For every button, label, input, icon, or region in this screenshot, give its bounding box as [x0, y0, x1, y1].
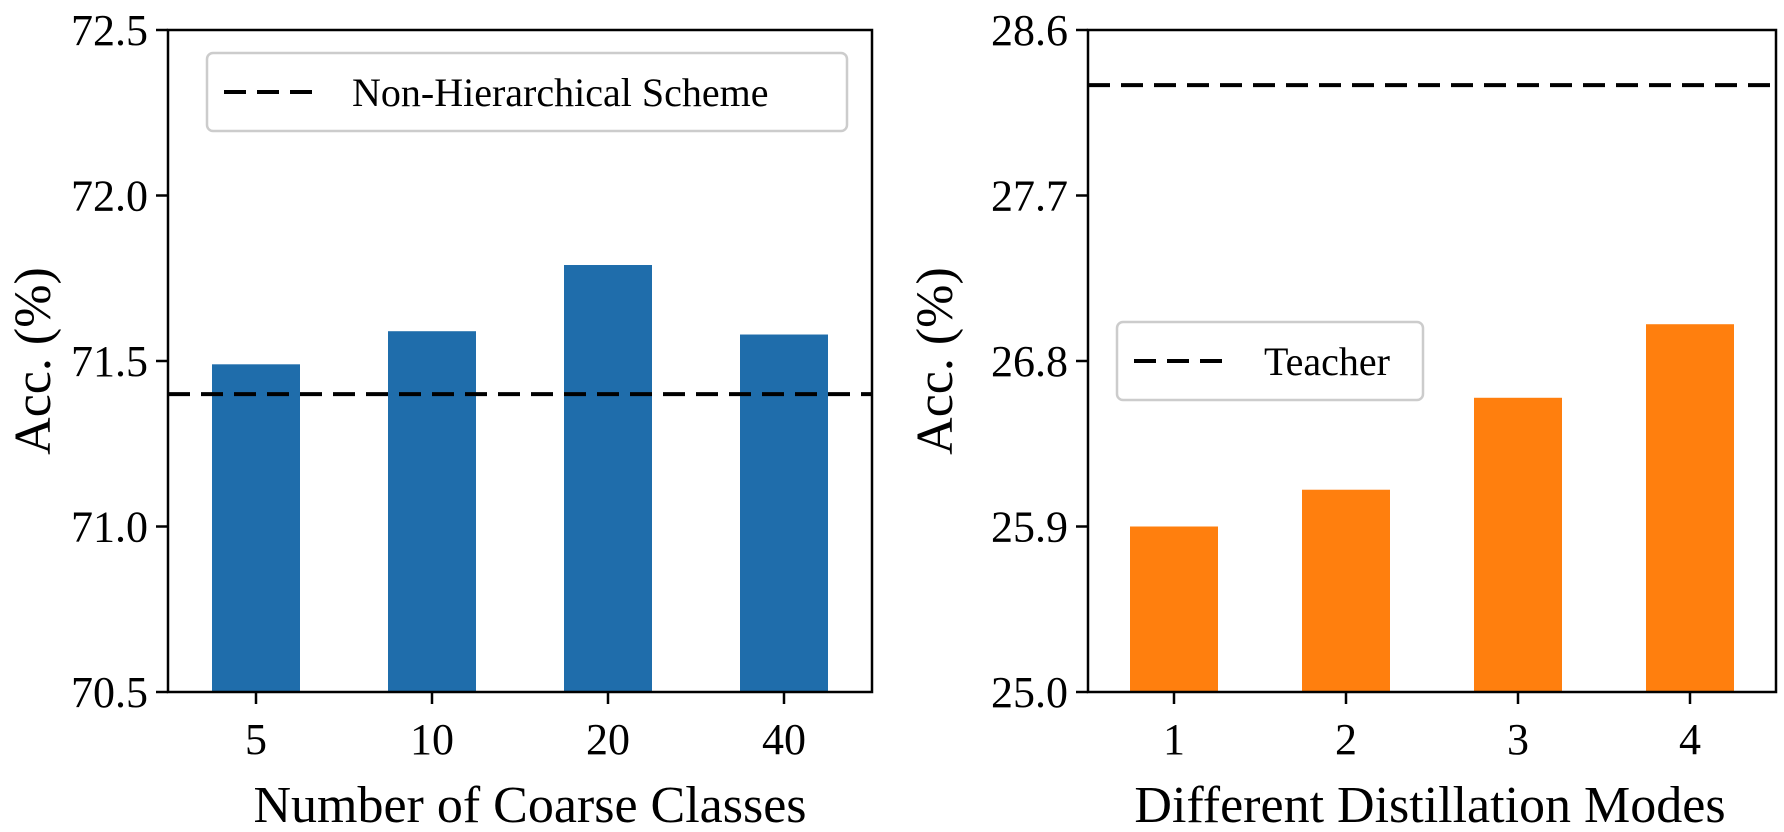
- right-bar-1: [1130, 526, 1218, 692]
- left-bars: [212, 265, 828, 692]
- right-y-tick-label: 28.6: [991, 6, 1068, 55]
- left-bar-40: [740, 334, 828, 692]
- left-chart-panel: 70.5 71.0 71.5 72.0 72.5 5 10 20 40 Acc. (%) Nu…: [5, 6, 874, 832]
- right-y-tick-label: 27.7: [991, 172, 1068, 221]
- left-y-tick-label: 71.5: [71, 337, 148, 386]
- right-bar-4: [1646, 324, 1734, 692]
- left-legend: Non-Hierarchical Scheme: [205, 51, 849, 133]
- left-y-tick-label: 72.5: [71, 6, 148, 55]
- left-x-tick-label: 10: [410, 715, 454, 764]
- left-y-axis-label: Acc. (%): [5, 267, 62, 455]
- left-y-tick-label: 70.5: [71, 668, 148, 717]
- left-bar-20: [564, 265, 652, 692]
- left-x-axis-label: Number of Coarse Classes: [253, 777, 806, 832]
- right-x-tick-label: 3: [1507, 715, 1529, 764]
- right-y-ticks: 25.0 25.9 26.8 27.7 28.6: [991, 6, 1088, 717]
- left-x-tick-label: 40: [762, 715, 806, 764]
- left-bar-10: [388, 331, 476, 692]
- right-x-tick-label: 1: [1163, 715, 1185, 764]
- left-y-tick-label: 72.0: [71, 172, 148, 221]
- left-y-ticks: 70.5 71.0 71.5 72.0 72.5: [71, 6, 168, 717]
- left-x-tick-label: 20: [586, 715, 630, 764]
- right-y-tick-label: 25.9: [991, 503, 1068, 552]
- right-x-tick-label: 4: [1679, 715, 1701, 764]
- left-bar-5: [212, 364, 300, 692]
- left-y-tick-label: 71.0: [71, 503, 148, 552]
- right-bars: [1130, 324, 1734, 692]
- left-legend-box: [205, 51, 849, 133]
- left-x-tick-label: 5: [245, 715, 267, 764]
- right-y-axis-label: Acc. (%): [907, 267, 964, 455]
- right-x-axis-label: Different Distillation Modes: [1134, 777, 1725, 832]
- right-y-tick-label: 25.0: [991, 668, 1068, 717]
- left-legend-label: Non-Hierarchical Scheme: [352, 70, 768, 115]
- right-bar-3: [1474, 397, 1562, 692]
- right-x-ticks: 1 2 3 4: [1163, 692, 1701, 764]
- right-legend-box: [1115, 320, 1425, 402]
- right-bar-2: [1302, 489, 1390, 692]
- left-x-ticks: 5 10 20 40: [245, 692, 806, 764]
- right-legend: Teacher: [1115, 320, 1425, 402]
- right-legend-label: Teacher: [1264, 339, 1390, 384]
- right-y-tick-label: 26.8: [991, 337, 1068, 386]
- right-chart-panel: 25.0 25.9 26.8 27.7 28.6 1 2 3 4 Acc. (%) Diffe…: [907, 6, 1778, 832]
- right-x-tick-label: 2: [1335, 715, 1357, 764]
